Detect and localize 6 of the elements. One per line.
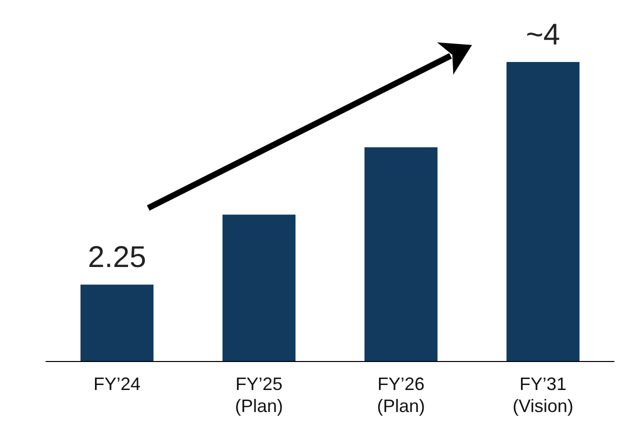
x-tick-label: FY’26 (Plan) [376,374,426,416]
x-tick-label: FY’25 (Plan) [234,374,284,416]
x-tick-label: FY’24 [93,374,141,394]
x-tick-label: FY’31 (Vision) [512,374,574,416]
data-label: 2.25 [88,241,146,274]
data-label: ~4 [526,18,560,52]
